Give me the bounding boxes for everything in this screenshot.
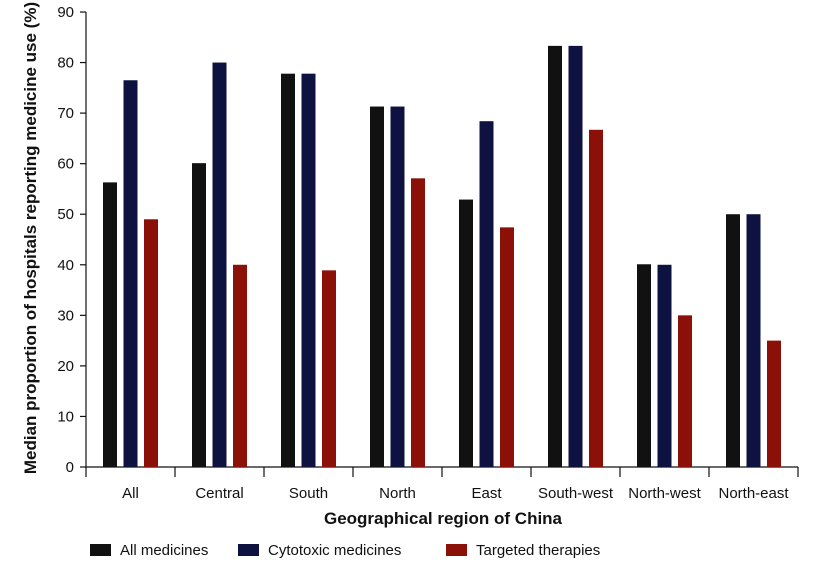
y-tick-label: 50 [57, 206, 74, 223]
legend-swatch [238, 544, 259, 556]
bar-targeted-therapies-north-east [767, 340, 781, 467]
bar-all-medicines-north-west [637, 264, 651, 467]
bar-targeted-therapies-central [233, 264, 247, 467]
bar-all-medicines-north-east [726, 214, 740, 467]
bar-all-medicines-all [103, 182, 117, 467]
bar-all-medicines-south-west [548, 45, 562, 467]
bar-cytotoxic-medicines-south [301, 73, 316, 467]
y-tick-label: 60 [57, 156, 74, 173]
legend-swatch [446, 544, 467, 556]
y-tick-label: 10 [57, 408, 74, 425]
bar-targeted-therapies-north-west [678, 315, 692, 467]
x-tick-label: Central [195, 485, 243, 502]
y-tick-label: 20 [57, 358, 74, 375]
x-axis: All Central South North East South-west North-… [85, 466, 799, 502]
bars [103, 45, 781, 468]
bar-cytotoxic-medicines-north-east [746, 214, 761, 467]
legend-swatch [90, 544, 111, 556]
bar-targeted-therapies-south [322, 270, 336, 467]
legend-label: Targeted therapies [476, 542, 600, 559]
y-tick-label: 70 [57, 105, 74, 122]
x-tick-label: North-west [628, 485, 701, 502]
x-axis-title: Geographical region of China [324, 509, 563, 528]
legend-label: Cytotoxic medicines [268, 542, 401, 559]
legend: All medicines Cytotoxic medicines Targeted… [90, 542, 600, 559]
bar-cytotoxic-medicines-east [479, 121, 494, 467]
y-tick-label: 40 [57, 257, 74, 274]
y-tick-label: 80 [57, 55, 74, 72]
x-tick-label: North-east [718, 485, 789, 502]
y-axis-title: Median proportion of hospitals reporting… [21, 2, 40, 474]
bar-all-medicines-central [192, 163, 206, 467]
x-tick-label: All [122, 485, 139, 502]
bar-cytotoxic-medicines-all [123, 80, 138, 467]
bar-cytotoxic-medicines-north-west [657, 264, 672, 467]
bar-targeted-therapies-all [144, 219, 158, 467]
bar-targeted-therapies-south-west [589, 129, 603, 468]
bar-all-medicines-north [370, 106, 384, 468]
bar-cytotoxic-medicines-central [212, 62, 227, 468]
y-tick-label: 0 [66, 459, 74, 476]
legend-label: All medicines [120, 542, 208, 559]
y-axis: 0 10 20 30 40 50 60 70 80 90 [57, 4, 87, 476]
bar-cytotoxic-medicines-south-west [568, 45, 583, 467]
x-tick-label: North [379, 485, 416, 502]
bar-all-medicines-east [459, 199, 473, 468]
x-tick-label: South [289, 485, 328, 502]
y-tick-label: 90 [57, 4, 74, 21]
bar-all-medicines-south [281, 73, 295, 467]
x-tick-label: South-west [538, 485, 614, 502]
bar-targeted-therapies-east [500, 227, 514, 467]
bar-targeted-therapies-north [411, 178, 425, 468]
x-tick-label: East [471, 485, 502, 502]
bar-cytotoxic-medicines-north [390, 106, 405, 468]
y-tick-label: 30 [57, 307, 74, 324]
